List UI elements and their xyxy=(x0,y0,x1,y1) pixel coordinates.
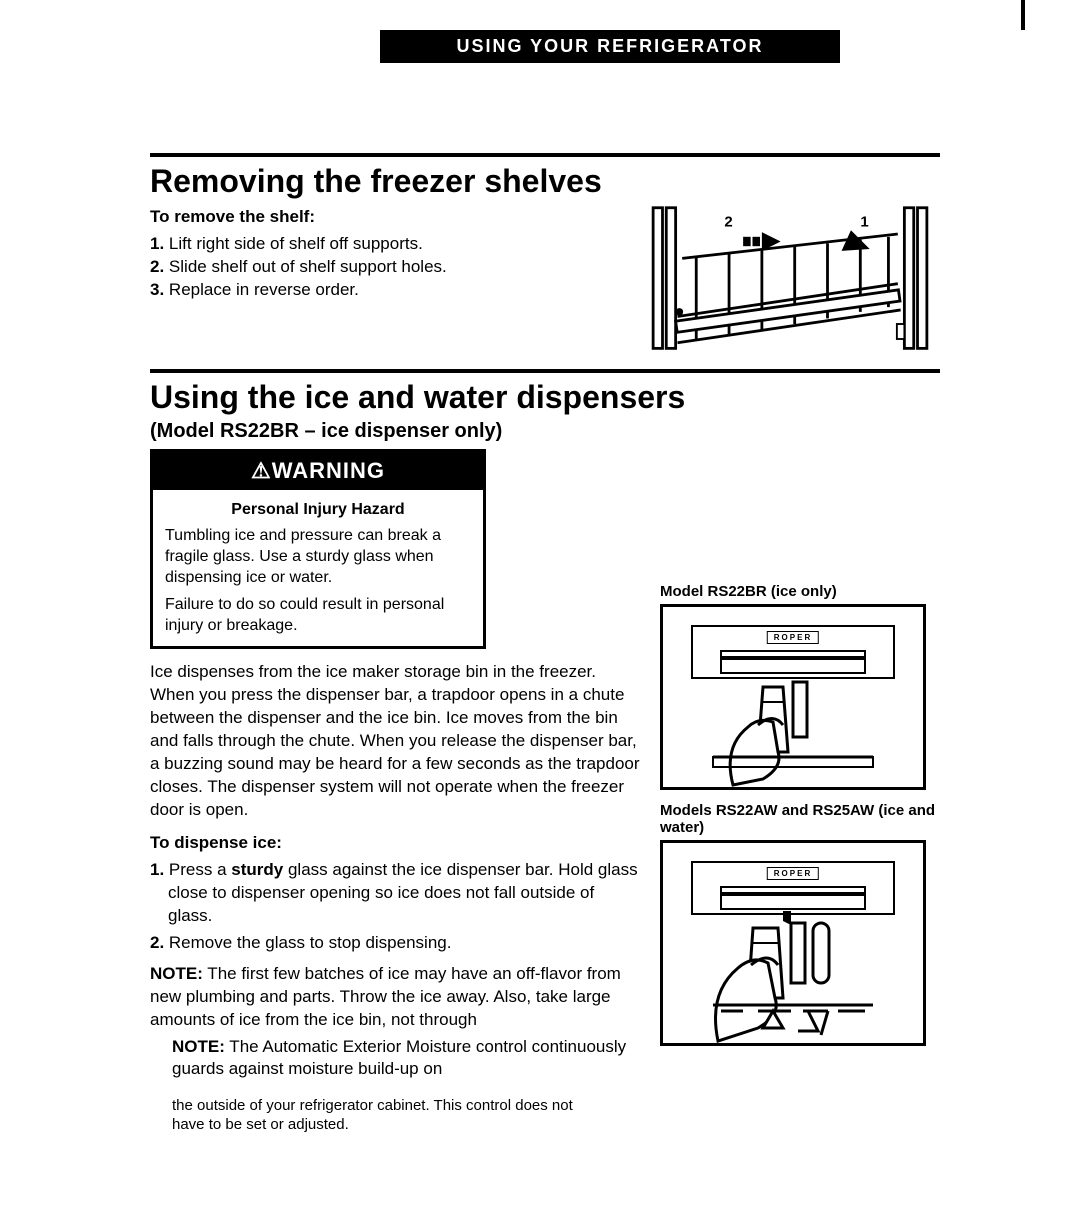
dispense-step-1: 1. Press a sturdy glass against the ice … xyxy=(168,859,640,928)
section-banner: USING YOUR REFRIGERATOR xyxy=(380,30,840,63)
warning-p2: Failure to do so could result in persona… xyxy=(165,595,471,637)
fig2-label: Models RS22AW and RS25AW (ice and water) xyxy=(660,802,940,836)
subhead-model: (Model RS22BR – ice dispenser only) xyxy=(150,420,940,443)
tail-text: the outside of your refrigerator cabinet… xyxy=(150,1097,602,1135)
fig-ice-only: ROPER xyxy=(660,604,926,790)
rule-mid xyxy=(150,369,940,373)
corner-mark xyxy=(1021,0,1025,30)
fig-label-1: 1 xyxy=(860,214,868,231)
subhead-remove-shelf: To remove the shelf: xyxy=(150,206,620,229)
heading-removing-shelves: Removing the freezer shelves xyxy=(150,163,940,200)
step-1: Lift right side of shelf off supports. xyxy=(169,234,423,253)
warning-box: ⚠WARNING Personal Injury Hazard Tumbling… xyxy=(150,449,486,649)
step-3: Replace in reverse order. xyxy=(169,280,359,299)
warning-triangle-icon: ⚠ xyxy=(251,458,272,483)
shelf-steps: 1. Lift right side of shelf off supports… xyxy=(150,233,620,302)
note-2: NOTE: The Automatic Exterior Moisture co… xyxy=(150,1036,640,1082)
warning-p1: Tumbling ice and pressure can break a fr… xyxy=(165,526,471,588)
dispenser-description: Ice dispenses from the ice maker storage… xyxy=(150,661,640,822)
step-2: Slide shelf out of shelf support holes. xyxy=(169,257,447,276)
rule-top xyxy=(150,153,940,157)
warning-header: ⚠WARNING xyxy=(153,452,483,490)
dispense-ice-head: To dispense ice: xyxy=(150,832,640,855)
fig1-label: Model RS22BR (ice only) xyxy=(660,583,940,600)
heading-dispensers: Using the ice and water dispensers xyxy=(150,379,940,416)
dispense-step-2: 2. Remove the glass to stop dispensing. xyxy=(168,932,640,955)
note-1: NOTE: The first few batches of ice may h… xyxy=(150,963,640,1032)
fig-label-2: 2 xyxy=(724,214,732,231)
warning-hazard: Personal Injury Hazard xyxy=(165,500,471,521)
shelf-figure: 2 1 xyxy=(640,204,940,359)
fig-ice-and-water: ROPER xyxy=(660,840,926,1046)
